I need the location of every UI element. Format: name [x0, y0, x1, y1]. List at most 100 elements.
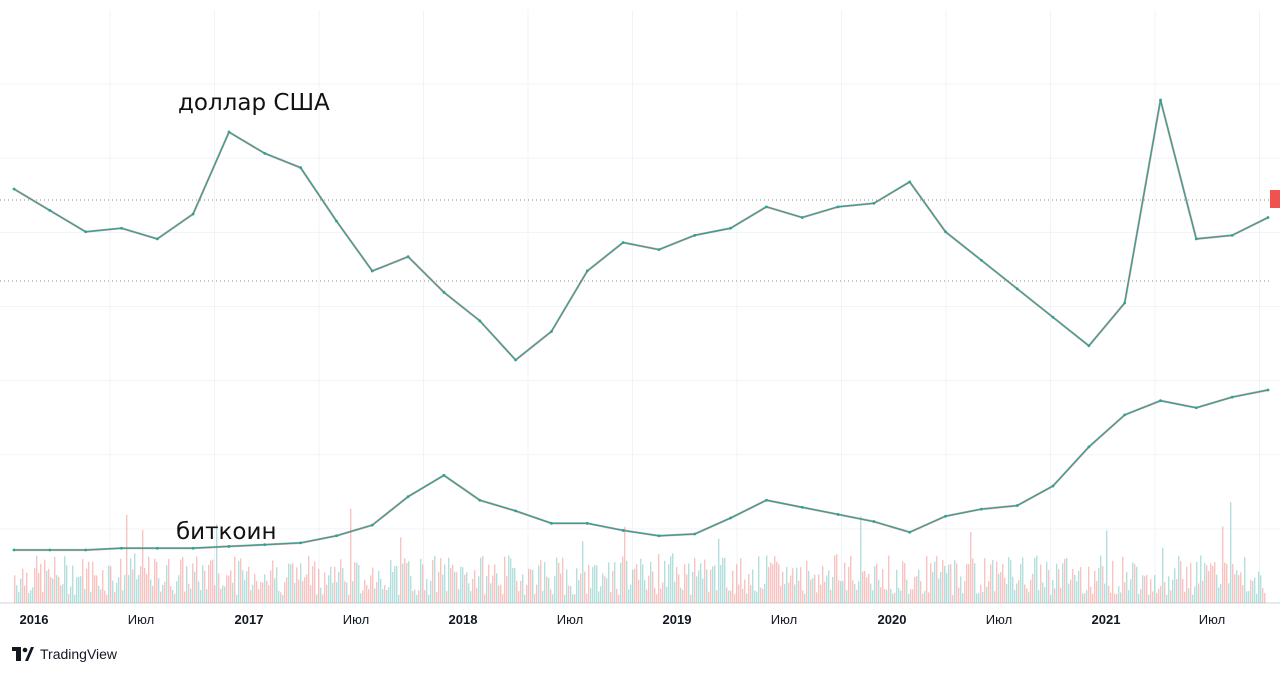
volume-bar: [1230, 502, 1232, 603]
volume-bar: [388, 587, 390, 603]
volume-bar: [142, 530, 144, 603]
volume-bar: [190, 588, 192, 603]
data-point: [800, 216, 804, 219]
x-tick-label: Июл: [771, 612, 797, 627]
volume-bar: [814, 574, 816, 603]
volume-bar: [396, 565, 398, 603]
volume-bar: [466, 572, 468, 603]
volume-bar: [134, 553, 136, 603]
tradingview-brand[interactable]: TradingView: [12, 646, 117, 662]
data-point: [406, 255, 410, 259]
volume-bar: [972, 558, 974, 603]
volume-bar: [678, 574, 680, 603]
volume-bar: [802, 590, 804, 603]
volume-bar: [1182, 578, 1184, 603]
data-point: [1015, 287, 1019, 291]
volume-bar: [274, 578, 276, 603]
volume-bar: [852, 580, 854, 603]
volume-bar: [340, 559, 342, 603]
volume-bar: [1184, 591, 1186, 603]
volume-bar: [878, 579, 880, 603]
volume-bar: [210, 560, 212, 603]
volume-bar: [1176, 579, 1178, 603]
volume-bar: [976, 593, 978, 603]
volume-bar: [344, 581, 346, 603]
volume-bar: [754, 590, 756, 603]
series-lines: [12, 98, 1270, 552]
volume-bar: [958, 587, 960, 603]
volume-bar: [206, 589, 208, 603]
x-tick-label: 2017: [235, 612, 264, 627]
volume-bar: [1258, 571, 1260, 603]
x-tick-label: 2018: [449, 612, 478, 627]
data-point: [1051, 484, 1055, 488]
volume-bar: [668, 564, 670, 603]
series-line: [13, 99, 1269, 361]
volume-bar: [1140, 589, 1142, 603]
data-point: [1087, 344, 1091, 348]
volume-bar: [1130, 579, 1132, 603]
series-line-shadow: [13, 99, 1269, 362]
volume-bar: [724, 557, 726, 603]
volume-bar: [994, 591, 996, 603]
data-point: [263, 152, 267, 155]
volume-bar: [1136, 566, 1138, 603]
volume-bar: [318, 568, 320, 603]
volume-bar: [178, 575, 180, 603]
data-point: [872, 201, 876, 205]
volume-bar: [488, 564, 490, 603]
volume-bar: [18, 591, 20, 603]
x-tick-label: Июл: [986, 612, 1012, 627]
volume-bar: [700, 563, 702, 603]
volume-bar: [1080, 567, 1082, 603]
volume-bar: [1038, 589, 1040, 603]
volume-bar: [1260, 575, 1262, 603]
volume-bar: [286, 577, 288, 603]
volume-bar: [696, 576, 698, 603]
volume-bar: [242, 570, 244, 603]
volume-bar: [1224, 562, 1226, 603]
volume-bar: [66, 565, 68, 603]
data-point: [1159, 399, 1162, 403]
volume-bar: [300, 563, 302, 603]
volume-bar: [1128, 590, 1130, 603]
annotation-usd: доллар США: [178, 90, 330, 116]
volume-bar: [28, 592, 30, 603]
volume-bar: [816, 592, 818, 603]
volume-bar: [112, 580, 114, 603]
volume-bar: [978, 592, 980, 603]
data-point: [48, 209, 52, 212]
volume-bar: [1036, 555, 1038, 603]
grid: [0, 10, 1280, 604]
volume-bar: [1004, 577, 1006, 603]
brand-name: TradingView: [40, 646, 118, 662]
volume-bar: [62, 584, 64, 603]
volume-bar: [546, 576, 548, 603]
data-point: [406, 495, 410, 499]
annotations: доллар США биткоин: [176, 90, 330, 545]
volume-bar: [382, 589, 384, 603]
volume-bar: [644, 580, 646, 603]
volume-bar: [800, 567, 802, 603]
volume-bar: [140, 566, 142, 603]
volume-bar: [650, 561, 652, 603]
volume-bar: [60, 585, 62, 603]
volume-bar: [72, 565, 74, 603]
volume-bar: [828, 570, 830, 603]
x-tick-label: 2021: [1092, 612, 1121, 627]
volume-bar: [536, 584, 538, 603]
volume-bar: [886, 590, 888, 603]
data-point: [84, 548, 88, 552]
volume-bar: [260, 581, 262, 603]
volume-bar: [922, 593, 924, 603]
data-point: [227, 130, 231, 134]
volume-bar: [542, 590, 544, 603]
volume-bar: [34, 568, 36, 603]
volume-bar: [474, 570, 476, 603]
volume-bar: [514, 567, 516, 603]
volume-bar: [646, 589, 648, 603]
volume-bar: [982, 591, 984, 603]
volume-bar: [658, 554, 660, 603]
volume-bar: [182, 557, 184, 603]
data-point: [1194, 406, 1198, 410]
